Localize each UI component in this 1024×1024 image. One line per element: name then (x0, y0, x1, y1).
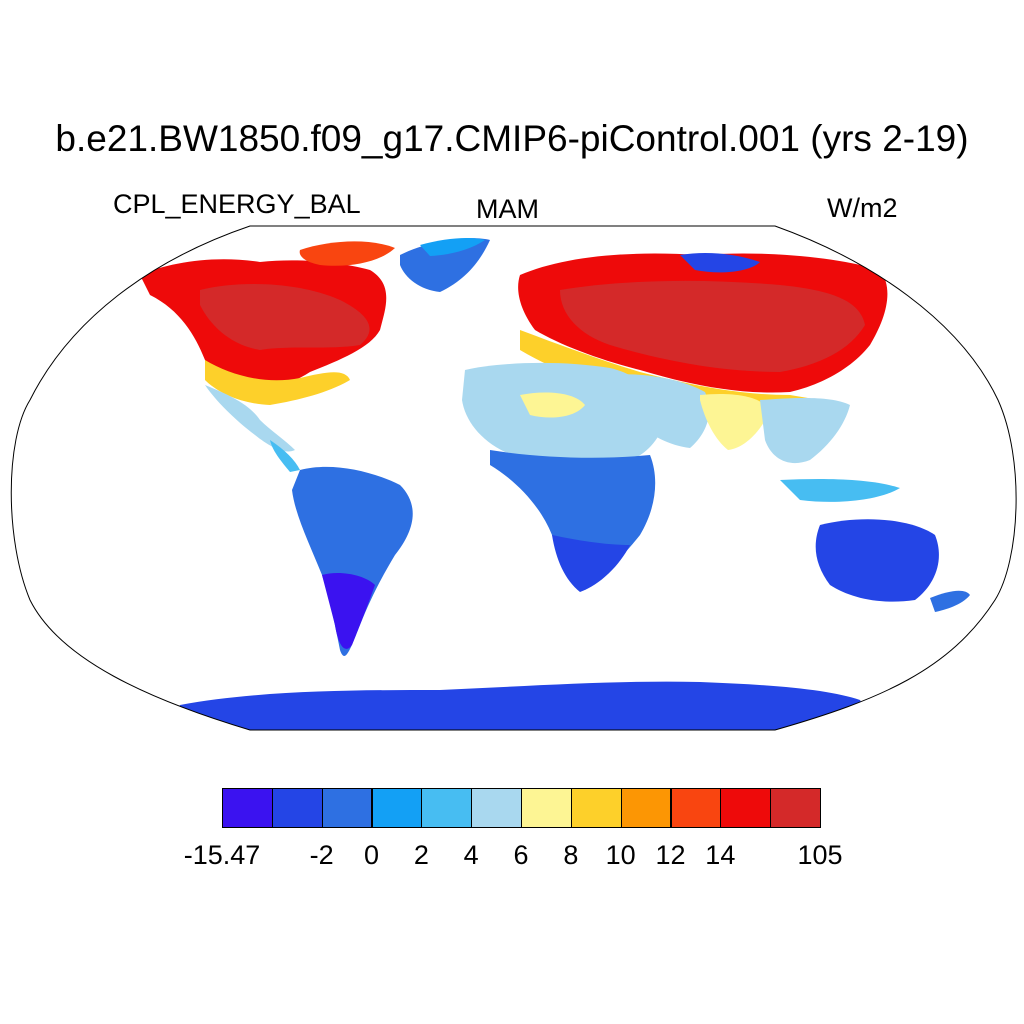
colorbar-swatch (720, 788, 772, 828)
colorbar-swatch (222, 788, 273, 828)
australia-region (815, 519, 939, 602)
colorbar-tick-label: 2 (413, 840, 429, 870)
colorbar-swatch (570, 788, 622, 828)
variable-label: CPL_ENERGY_BAL (113, 189, 361, 219)
new-zealand-region (930, 590, 970, 612)
colorbar-swatch (670, 788, 722, 828)
mexico-region (205, 385, 295, 452)
north-america-south-band (205, 360, 350, 405)
colorbar-swatch (521, 788, 572, 828)
indonesia-region (780, 478, 900, 502)
eurasia-core (560, 280, 865, 372)
colorbar-swatch (321, 788, 373, 828)
colorbar-tick-label: 4 (463, 840, 479, 870)
colorbar-tick-label: 12 (655, 840, 686, 870)
season-label: MAM (476, 194, 539, 224)
arabia-region (610, 374, 710, 448)
greenland-north (420, 237, 485, 256)
colorbar-tick-label: 0 (363, 840, 380, 870)
south-america-south (322, 573, 375, 649)
colorbar-tick-label: 6 (513, 840, 529, 870)
colorbar-swatch (371, 788, 423, 828)
south-america-region (292, 466, 413, 656)
colorbar-swatch (421, 788, 473, 828)
sahara-yellow (520, 392, 585, 418)
colorbar-tick-label: 8 (563, 840, 579, 870)
colorbar-tick-label: 105 (797, 840, 843, 870)
africa-south (552, 535, 630, 592)
colorbar-swatch (271, 788, 323, 828)
siberia-northeast (680, 252, 760, 273)
se-asia-region (760, 397, 850, 464)
arctic-islands (299, 241, 395, 266)
colorbar-tick-label: -15.47 (183, 840, 261, 870)
central-america-region (270, 440, 300, 472)
colorbar-tick-label: -2 (309, 840, 334, 870)
india-region (700, 393, 770, 450)
units-label: W/m2 (827, 193, 898, 223)
map-border (10, 225, 1017, 731)
antarctica-region (160, 681, 880, 730)
land-field (140, 237, 970, 730)
colorbar-swatch (770, 788, 821, 828)
colorbar-swatch (471, 788, 522, 828)
greenland-region (400, 238, 490, 292)
colorbar-tick-label: 14 (705, 840, 736, 870)
colorbar-tick-label: 10 (605, 840, 636, 870)
colorbar-swatch (620, 788, 672, 828)
figure-title: b.e21.BW1850.f09_g17.CMIP6-piControl.001… (55, 118, 969, 159)
north-america-core (200, 284, 370, 350)
